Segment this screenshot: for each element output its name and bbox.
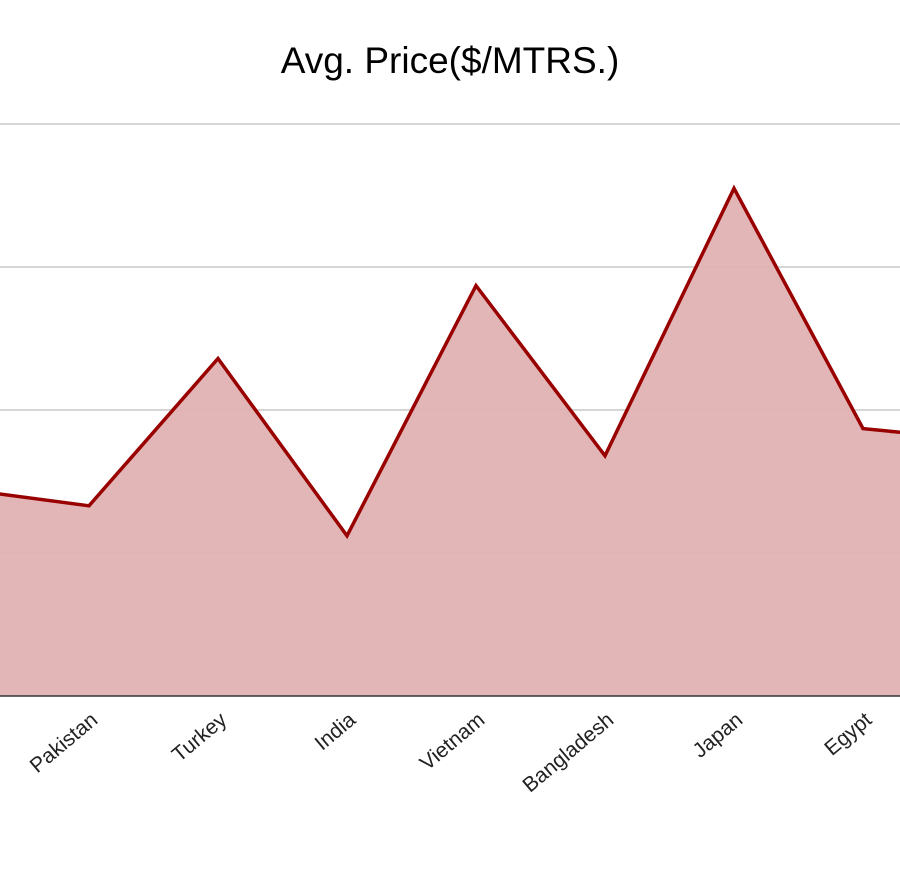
x-tick-label: Egypt <box>820 708 876 760</box>
x-tick-label: India <box>311 708 361 755</box>
area-fill <box>0 188 900 696</box>
series-line <box>0 184 900 540</box>
x-tick-label: Pakistan <box>26 708 102 777</box>
x-tick-label: Japan <box>689 708 748 762</box>
chart-title: Avg. Price($/MTRS.) <box>280 40 620 81</box>
x-tick-label: Turkey <box>168 708 232 767</box>
x-tick-label: Bangladesh <box>518 708 618 797</box>
x-tick-label: Vietnam <box>416 708 490 775</box>
x-axis-ticks: Pakistan Turkey India Vietnam Bangladesh Japa… <box>26 708 877 797</box>
